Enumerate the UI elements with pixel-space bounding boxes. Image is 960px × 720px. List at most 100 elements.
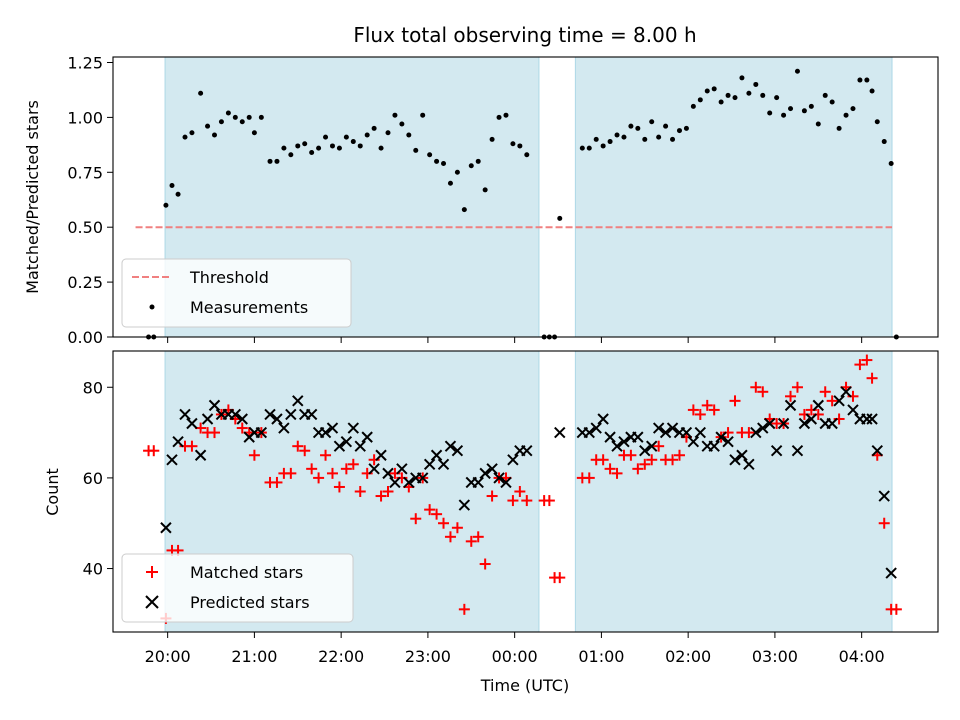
predicted-star-point	[840, 386, 852, 398]
predicted-star-point	[236, 413, 248, 425]
matched-star-point	[554, 572, 566, 584]
predicted-star-point	[750, 426, 762, 439]
predicted-star-point	[763, 417, 776, 430]
measurement-point	[557, 215, 563, 221]
measurement-point	[413, 147, 419, 153]
matched-star-point	[743, 427, 755, 439]
count-y-tick-label: 40	[83, 560, 103, 579]
count-y-axis-label: Count	[43, 468, 62, 516]
predicted-star-point	[493, 472, 505, 484]
predicted-star-point	[659, 426, 672, 439]
measurement-point	[336, 145, 342, 151]
measurement-point	[420, 112, 426, 118]
matched-star-point	[444, 531, 456, 543]
matched-star-point	[347, 458, 359, 470]
matched-star-point	[632, 463, 644, 475]
measurement-point	[385, 130, 391, 136]
measurement-point	[676, 128, 682, 134]
matched-star-point	[694, 408, 706, 420]
matched-star-point	[507, 495, 519, 507]
predicted-star-point	[736, 449, 748, 461]
measurement-point	[829, 99, 835, 105]
measurement-point	[663, 123, 669, 129]
predicted-star-point	[416, 472, 429, 484]
predicted-star-point	[784, 399, 797, 412]
measurement-point	[503, 112, 509, 118]
measurement-point	[593, 136, 599, 142]
count-panel-frame	[112, 350, 939, 633]
predicted-star-point	[812, 399, 824, 412]
predicted-star-point	[160, 522, 172, 534]
matched-star-point	[382, 486, 394, 497]
matched-star-point	[320, 449, 332, 461]
matched-star-point	[667, 454, 679, 466]
ratio-y-tick-label: 0.00	[67, 328, 103, 347]
predicted-star-point	[333, 440, 346, 452]
predicted-star-point	[722, 435, 734, 448]
matched-star-point	[410, 513, 422, 525]
measurement-point	[760, 92, 766, 98]
measurement-point	[614, 132, 620, 138]
count-panel: 40 60 80 20:00 21:00 22:00 23:00 00:00 01:00 02:…	[43, 350, 939, 695]
x-tick-label: 01:00	[578, 647, 624, 666]
measurement-point	[218, 119, 224, 125]
matched-star-point	[750, 381, 762, 393]
predicted-star-point	[396, 463, 408, 475]
predicted-star-point	[743, 458, 755, 471]
matched-star-point	[757, 386, 769, 398]
predicted-star-point	[777, 417, 790, 430]
legend-measurements-swatch	[149, 304, 155, 310]
matched-star-point	[271, 476, 283, 488]
matched-star-point	[375, 490, 387, 502]
predicted-star-point	[680, 426, 693, 439]
measurement-point	[788, 106, 794, 112]
matched-star-point	[438, 517, 450, 529]
predicted-star-point	[430, 449, 443, 461]
predicted-star-point	[172, 435, 184, 448]
measurement-point	[482, 187, 488, 193]
predicted-star-point	[583, 426, 595, 439]
predicted-star-point	[326, 422, 339, 434]
predicted-star-point	[278, 422, 290, 434]
predicted-star-point	[521, 445, 533, 457]
matched-star-point	[625, 449, 637, 461]
predicted-star-point	[805, 413, 818, 425]
measurement-point	[794, 68, 800, 74]
matched-star-point	[458, 603, 470, 615]
predicted-star-point	[389, 476, 401, 489]
predicted-star-point	[458, 499, 471, 511]
predicted-star-point	[715, 431, 727, 443]
predicted-star-point	[194, 449, 207, 461]
measurement-point	[475, 158, 481, 164]
predicted-star-point	[166, 454, 178, 466]
predicted-star-point	[770, 445, 783, 457]
measurement-point	[350, 139, 356, 145]
measurement-point	[406, 132, 412, 138]
measurement-point	[251, 130, 257, 136]
measurement-point	[461, 207, 467, 213]
measurement-point	[246, 114, 252, 120]
x-tick-label: 02:00	[665, 647, 711, 666]
predicted-star-point	[423, 458, 436, 471]
matched-star-point	[878, 517, 890, 529]
measurement-point	[267, 158, 273, 164]
measurement-point	[468, 163, 474, 169]
matched-star-point	[611, 467, 623, 479]
x-tick-label: 03:00	[752, 647, 798, 666]
predicted-star-point	[382, 467, 394, 480]
predicted-star-point	[611, 440, 623, 452]
x-tick-label: 21:00	[231, 647, 277, 666]
predicted-star-point	[354, 440, 366, 452]
predicted-star-point	[403, 476, 415, 489]
matched-star-point	[791, 381, 803, 393]
measurement-point	[232, 114, 238, 120]
predicted-star-point	[292, 395, 304, 407]
measurement-point	[864, 77, 870, 83]
predicted-star-point	[451, 445, 464, 457]
matched-star-point	[354, 486, 366, 497]
legend-predicted-swatch	[145, 595, 159, 609]
x-tick-label: 22:00	[318, 647, 364, 666]
predicted-star-point	[687, 435, 700, 448]
measurement-point	[302, 141, 308, 147]
measurement-point	[399, 121, 405, 127]
